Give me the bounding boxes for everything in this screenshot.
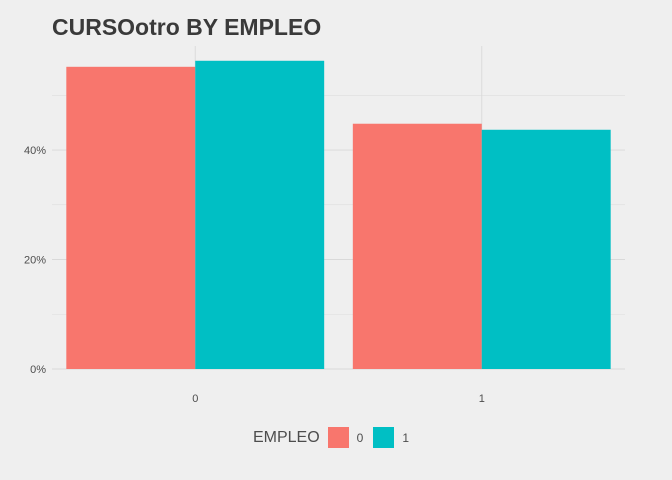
y-tick-label: 20% (24, 255, 46, 267)
x-tick-label: 1 (479, 393, 485, 405)
y-axis-tick-labels: 0% 20% 40% (24, 145, 46, 376)
bar-series-1-cat-1 (481, 129, 611, 369)
legend-label-0: 0 (356, 430, 364, 445)
legend-swatch-1 (373, 427, 395, 448)
legend-title: EMPLEO (252, 428, 320, 446)
legend: EMPLEO 0 1 (0, 427, 672, 448)
y-tick-label: 0% (30, 364, 46, 376)
legend-item-0: 0 (327, 427, 364, 448)
legend-item-1: 1 (373, 427, 409, 448)
x-tick-label: 0 (192, 393, 198, 405)
legend-swatch-0 (327, 427, 349, 448)
legend-label-1: 1 (402, 430, 410, 445)
y-tick-label: 40% (24, 145, 46, 157)
chart-title: CURSOotro BY EMPLEO (52, 14, 322, 40)
bar-series-0-cat-1 (352, 123, 482, 369)
bar-series-0-cat-0 (66, 66, 196, 369)
bars (66, 60, 611, 369)
bar-series-1-cat-0 (195, 60, 325, 369)
